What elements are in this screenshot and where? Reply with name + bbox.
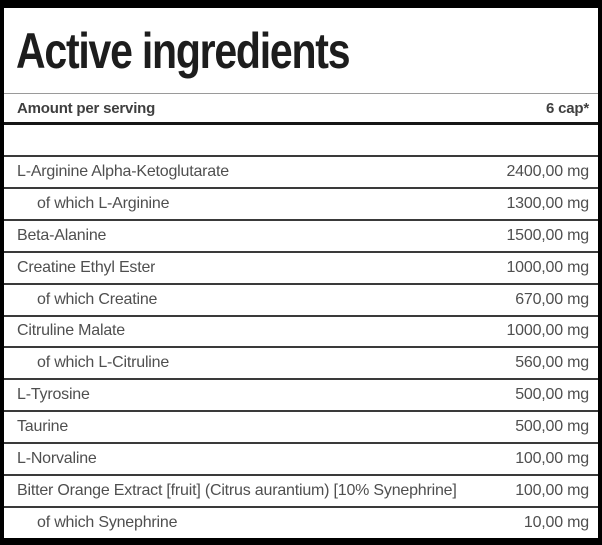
table-row: L-Arginine Alpha-Ketoglutarate 2400,00 mg: [4, 154, 598, 187]
ingredient-name: Bitter Orange Extract [fruit] (Citrus au…: [17, 482, 457, 500]
ingredient-name: L-Norvaline: [17, 450, 97, 468]
spacer-row: [4, 125, 598, 155]
ingredient-name: of which L-Citruline: [37, 354, 170, 372]
ingredient-amount: 500,00 mg: [515, 418, 589, 436]
ingredients-table: L-Arginine Alpha-Ketoglutarate 2400,00 mg…: [4, 125, 598, 538]
header-serving-size-label: 6 cap*: [546, 99, 589, 117]
ingredient-amount: 10,00 mg: [523, 514, 589, 532]
ingredient-name: of which Synephrine: [37, 514, 178, 532]
table-row: Taurine 500,00 mg: [4, 410, 598, 442]
ingredient-amount: 1000,00 mg: [506, 258, 589, 276]
table-row: L-Tyrosine 500,00 mg: [4, 378, 598, 410]
ingredient-name: Creatine Ethyl Ester: [17, 258, 156, 276]
table-row: Beta-Alanine 1500,00 mg: [4, 218, 598, 251]
table-row: of which Synephrine 10,00 mg: [4, 506, 598, 538]
ingredient-name: of which L-Arginine: [37, 194, 170, 212]
table-row: Bitter Orange Extract [fruit] (Citrus au…: [4, 474, 598, 506]
table-row: of which Creatine 670,00 mg: [4, 282, 598, 315]
ingredient-name: Taurine: [17, 418, 69, 436]
table-row: Creatine Ethyl Ester 1000,00 mg: [4, 250, 598, 283]
ingredient-amount: 1500,00 mg: [506, 226, 589, 244]
ingredient-amount: 560,00 mg: [515, 354, 589, 372]
ingredient-name: of which Creatine: [37, 290, 158, 308]
ingredient-amount: 1300,00 mg: [506, 194, 589, 212]
ingredient-name: Citruline Malate: [17, 322, 125, 340]
ingredient-amount: 100,00 mg: [515, 450, 589, 468]
title-section: Active ingredients: [4, 8, 598, 94]
table-row: L-Norvaline 100,00 mg: [4, 442, 598, 474]
ingredient-name: Beta-Alanine: [17, 226, 107, 244]
ingredient-name: L-Tyrosine: [17, 386, 90, 404]
table-header-row: Amount per serving 6 cap*: [4, 94, 598, 125]
table-row: of which L-Arginine 1300,00 mg: [4, 186, 598, 219]
ingredient-amount: 2400,00 mg: [506, 162, 589, 180]
ingredient-amount: 670,00 mg: [515, 290, 589, 308]
ingredient-amount: 500,00 mg: [515, 386, 589, 404]
ingredient-amount: 100,00 mg: [515, 482, 589, 500]
table-row: of which L-Citruline 560,00 mg: [4, 346, 598, 378]
header-amount-per-serving-label: Amount per serving: [17, 99, 156, 117]
ingredient-name: L-Arginine Alpha-Ketoglutarate: [17, 162, 229, 180]
panel-title: Active ingredients: [16, 22, 351, 79]
ingredient-amount: 1000,00 mg: [506, 322, 589, 340]
table-row: Citruline Malate 1000,00 mg: [4, 314, 598, 347]
